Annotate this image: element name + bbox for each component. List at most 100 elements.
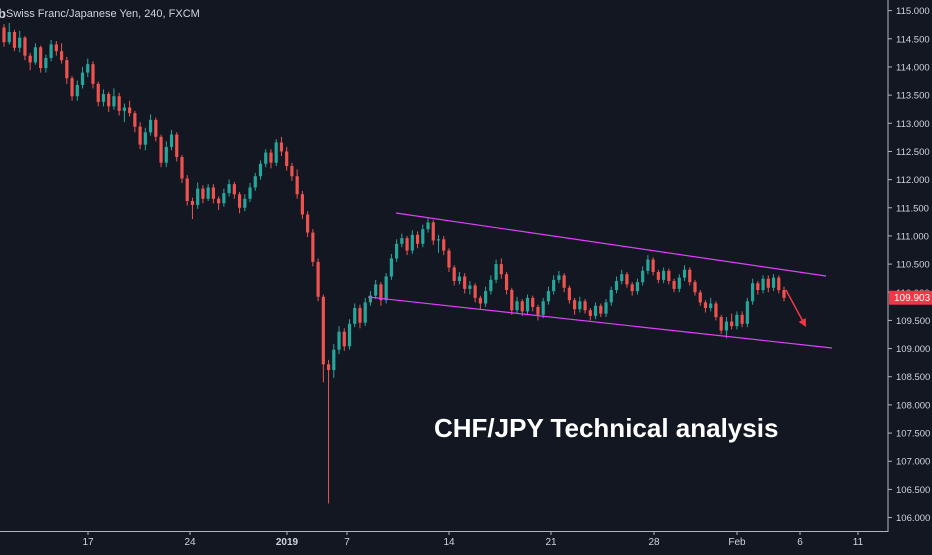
time-tick-label: 28: [648, 537, 660, 548]
candle-body: [609, 290, 613, 303]
candle-body: [143, 132, 147, 145]
candle-body: [494, 264, 498, 280]
candle-body: [578, 301, 582, 310]
candle-body: [23, 37, 27, 56]
candle-body: [232, 184, 236, 195]
candle-body: [112, 96, 116, 107]
candle-body: [326, 364, 331, 370]
candle-body: [405, 238, 409, 251]
candle-body: [740, 314, 744, 324]
candle-body: [766, 278, 770, 288]
candle-body: [65, 60, 69, 79]
candle-body: [269, 152, 273, 163]
candle-body: [614, 280, 619, 291]
time-tick-label: 6: [797, 537, 803, 548]
candle-body: [630, 284, 634, 292]
candle-body: [703, 302, 708, 309]
candle-body: [248, 187, 252, 199]
price-tick-label: 114.000: [896, 62, 930, 73]
time-tick-label: 21: [545, 537, 557, 548]
time-tick-label: 11: [853, 537, 864, 548]
candle-body: [217, 198, 221, 204]
price-tick-label: 112.000: [896, 175, 930, 186]
candle-body: [237, 194, 242, 208]
candle-body: [478, 297, 482, 304]
candle-body: [12, 32, 17, 48]
candle-body: [154, 119, 158, 137]
candle-body: [463, 276, 467, 289]
candle-body: [253, 176, 257, 188]
candle-body: [133, 113, 137, 127]
candle-body: [389, 258, 393, 277]
candle-body: [677, 277, 681, 289]
candle-body: [421, 229, 425, 244]
price-tick-label: 109.500: [896, 316, 930, 327]
candle-body: [44, 57, 48, 69]
candle-body: [395, 243, 399, 259]
price-tick-label: 113.500: [896, 91, 930, 102]
candle-body: [169, 134, 174, 147]
candle-body: [442, 239, 446, 251]
annotation-title: CHF/JPY Technical analysis: [434, 413, 778, 443]
candle-body: [415, 234, 420, 244]
price-tick-label: 107.000: [896, 457, 930, 468]
candle-body: [164, 146, 168, 163]
candle-body: [59, 51, 64, 61]
time-tick-label: Feb: [728, 537, 746, 548]
candle-body: [243, 198, 247, 208]
candle-body: [410, 234, 414, 251]
time-tick-label: 2019: [276, 537, 299, 548]
candle-body: [122, 107, 127, 111]
candle-body: [468, 285, 472, 289]
candle-body: [688, 269, 692, 283]
candle-body: [646, 259, 650, 271]
candle-body: [54, 44, 58, 52]
candle-body: [667, 270, 671, 281]
candle-body: [274, 142, 278, 163]
candle-body: [285, 151, 289, 167]
candle-body: [682, 269, 687, 278]
candle-body: [730, 321, 734, 327]
channel-lower-line: [367, 296, 833, 349]
candle-body: [714, 303, 718, 318]
candle-body: [374, 284, 378, 296]
candle-body: [562, 275, 566, 288]
time-tick-label: 24: [184, 537, 196, 548]
candle-body: [39, 47, 43, 69]
candle-body: [436, 239, 441, 241]
candle-body: [661, 270, 666, 280]
candle-body: [264, 152, 268, 164]
candle-body: [190, 201, 195, 205]
candle-body: [138, 126, 142, 145]
forecast-arrow: [785, 289, 806, 327]
candle-body: [525, 297, 530, 312]
candle-body: [96, 83, 100, 102]
candle-body: [159, 136, 163, 163]
candle-body: [510, 290, 514, 311]
candle-body: [541, 301, 545, 315]
candle-body: [148, 119, 153, 133]
symbol-label[interactable]: Swiss Franc/Japanese Yen, 240, FXCM: [6, 8, 200, 20]
candle-body: [117, 96, 121, 111]
price-tick-label: 106.500: [896, 485, 930, 496]
candle-body: [342, 331, 346, 347]
candle-body: [337, 331, 341, 350]
candle-body: [101, 93, 106, 102]
candle-body: [599, 305, 603, 314]
candle-body: [211, 187, 215, 199]
time-axis[interactable]: 17 24 2019 7 14 21 28 Feb 6 11: [82, 531, 864, 548]
candle-body: [771, 277, 776, 288]
candle-body: [719, 317, 723, 331]
candle-body: [447, 250, 451, 268]
candle-body: [698, 292, 702, 303]
candle-body: [588, 310, 592, 316]
candle-body: [128, 107, 132, 114]
candle-body: [316, 261, 320, 297]
candle-body: [368, 295, 373, 303]
channel-upper-line: [395, 212, 827, 277]
candle-body: [567, 287, 571, 301]
time-tick-label: 17: [82, 537, 94, 548]
svg-text:109.903: 109.903: [894, 293, 931, 304]
